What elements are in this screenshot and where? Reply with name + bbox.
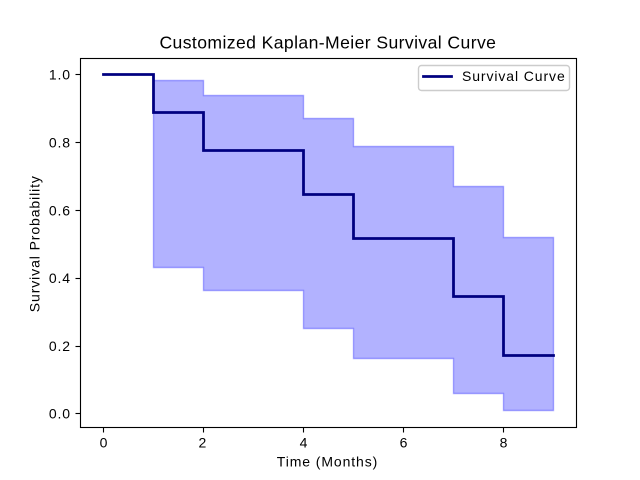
svg-text:Survival Curve: Survival Curve [462, 68, 566, 84]
svg-text:Time (Months): Time (Months) [277, 454, 378, 470]
svg-text:0.8: 0.8 [49, 135, 71, 151]
svg-text:0.0: 0.0 [49, 406, 71, 422]
svg-text:6: 6 [400, 435, 409, 451]
svg-text:0.4: 0.4 [49, 270, 71, 286]
svg-text:Survival Probability: Survival Probability [26, 175, 42, 312]
svg-text:0.6: 0.6 [49, 203, 71, 219]
svg-text:4: 4 [300, 435, 309, 451]
svg-text:2: 2 [199, 435, 208, 451]
svg-text:0: 0 [100, 435, 109, 451]
svg-text:8: 8 [500, 435, 509, 451]
svg-text:0.2: 0.2 [49, 338, 71, 354]
svg-text:Customized Kaplan-Meier Surviv: Customized Kaplan-Meier Survival Curve [159, 33, 496, 53]
svg-text:1.0: 1.0 [49, 67, 71, 83]
